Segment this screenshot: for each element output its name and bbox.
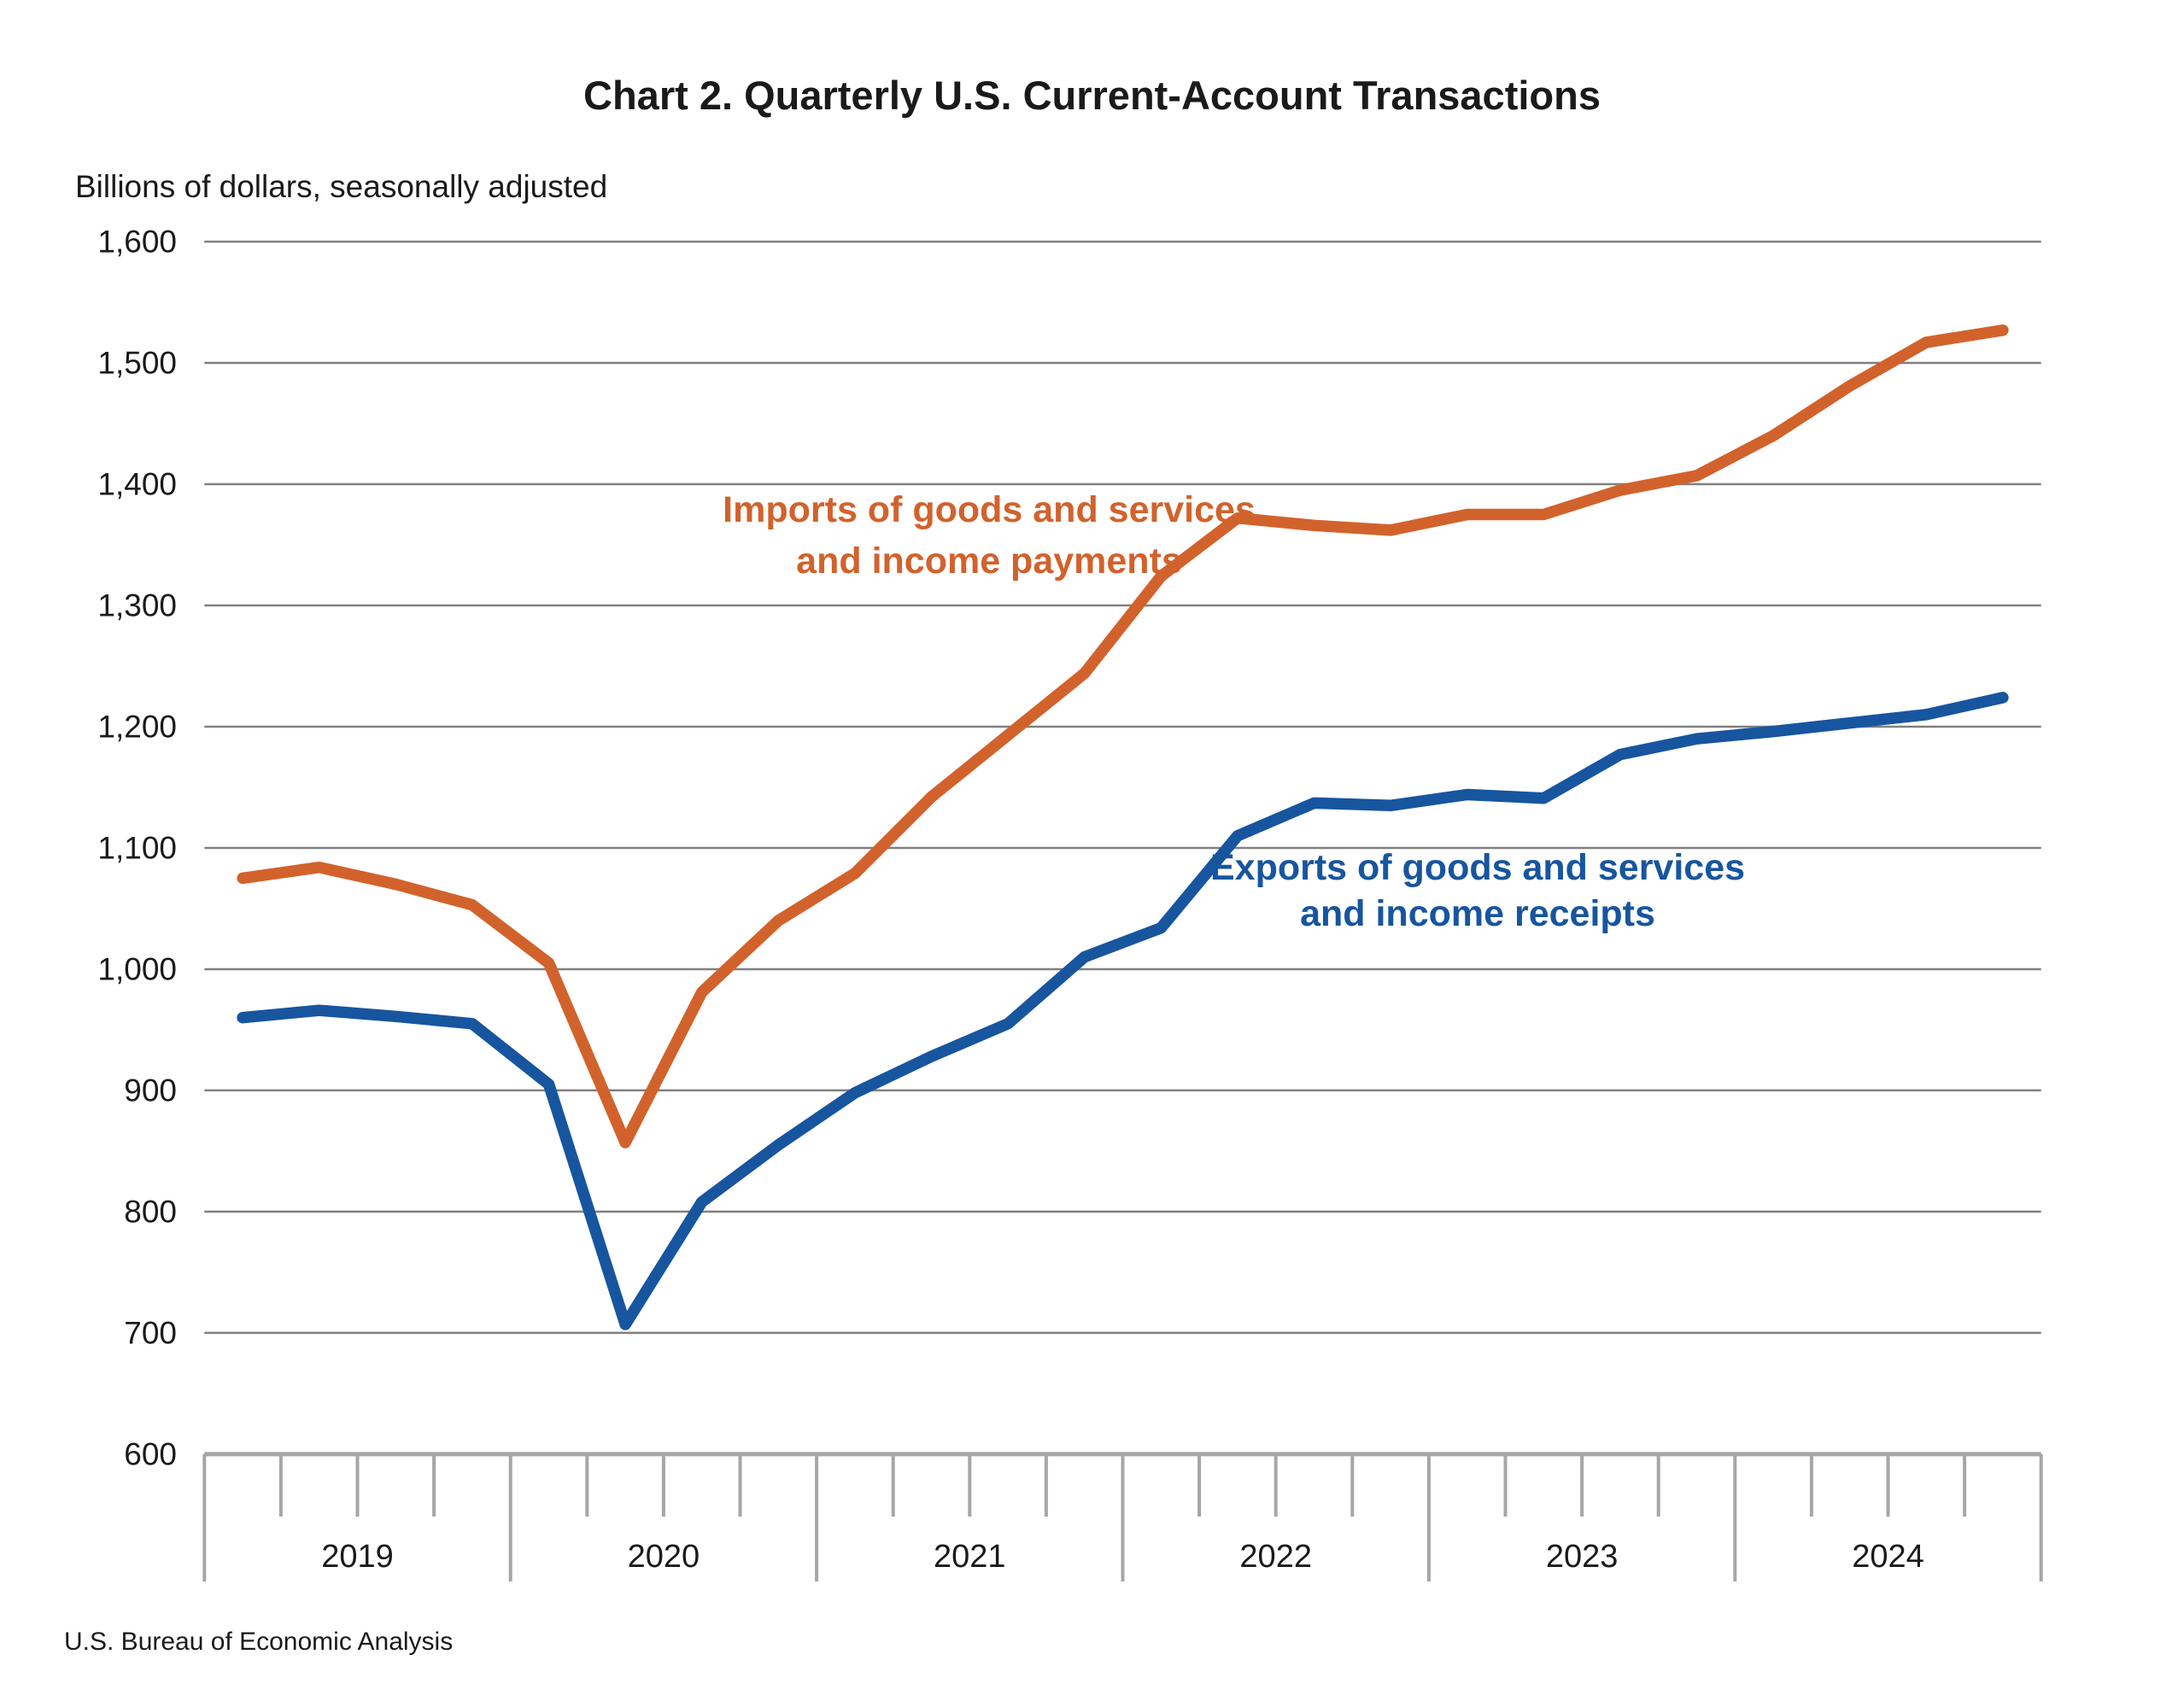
legend-exports-line2: and income receipts	[1300, 893, 1655, 934]
y-axis-label-900: 900	[124, 1073, 177, 1108]
y-axis-label-1,200: 1,200	[97, 709, 177, 744]
x-axis-label-2024: 2024	[1852, 1539, 1924, 1575]
y-axis-label-800: 800	[124, 1194, 177, 1229]
y-axis-label-1,000: 1,000	[97, 951, 177, 986]
legend-imports-line1: Imports of goods and services	[723, 489, 1256, 530]
x-axis-label-2020: 2020	[628, 1539, 700, 1575]
legend-imports-line2: and income payments	[796, 541, 1182, 582]
chart-title: Chart 2. Quarterly U.S. Current-Account …	[583, 73, 1601, 118]
source-note: U.S. Bureau of Economic Analysis	[64, 1628, 454, 1656]
x-axis-label-2019: 2019	[321, 1539, 394, 1575]
x-axis-label-2022: 2022	[1239, 1539, 1312, 1575]
imports-line	[237, 324, 2009, 1149]
legend-exports: Exports of goods and services and income…	[1210, 845, 1745, 937]
y-axis-label-1,300: 1,300	[97, 588, 177, 623]
y-axis-label-700: 700	[124, 1315, 177, 1350]
x-axis-label-2023: 2023	[1546, 1539, 1619, 1575]
y-axis-label-1,500: 1,500	[97, 345, 177, 380]
y-axis-label-1,600: 1,600	[97, 225, 177, 260]
y-axis-label-1,400: 1,400	[97, 466, 177, 501]
legend-exports-line1: Exports of goods and services	[1209, 847, 1746, 888]
y-axis-label-600: 600	[124, 1436, 177, 1471]
y-axis-label-1,100: 1,100	[97, 830, 177, 865]
legend-imports: Imports of goods and services and income…	[723, 484, 1256, 587]
chart-subtitle: Billions of dollars, seasonally adjusted	[75, 169, 608, 204]
exports-line	[237, 692, 2009, 1330]
x-axis-label-2021: 2021	[934, 1539, 1006, 1575]
